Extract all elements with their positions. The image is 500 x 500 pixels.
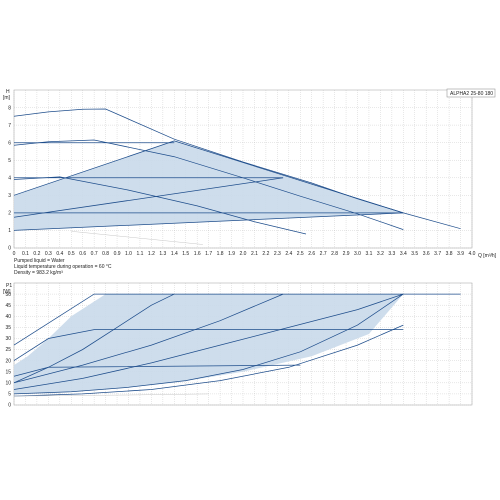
- power-y-tick-label: 50: [5, 292, 11, 298]
- pumped-liquid-text: Pumped liquid = Water: [14, 258, 65, 264]
- head-curve-3: [13, 176, 307, 235]
- head-x-tick-label: 3.4: [400, 251, 407, 257]
- head-x-tick-label: 1.1: [136, 251, 143, 257]
- head-x-tick-label: 0.1: [22, 251, 29, 257]
- head-x-tick-label: 0.3: [45, 251, 52, 257]
- head-x-tick-label: 2.9: [343, 251, 350, 257]
- head-x-tick-label: 0.7: [91, 251, 98, 257]
- head-x-tick-label: 0.2: [33, 251, 40, 257]
- head-y-tick-label: 5: [8, 158, 11, 164]
- head-y-tick-label: 0: [8, 246, 11, 252]
- head-x-tick-label: 3.2: [377, 251, 384, 257]
- model-label: ALPHA2 25-80 180: [450, 91, 493, 97]
- head-shaded-area: [14, 140, 404, 231]
- power-y-tick-label: 30: [5, 336, 11, 342]
- head-x-tick-label: 3.5: [411, 251, 418, 257]
- power-axis-label: P1: [6, 283, 12, 289]
- power-y-tick-label: 25: [5, 347, 11, 353]
- flow-axis-label: Q [m³/h]: [478, 253, 497, 259]
- head-axis-unit: [m]: [3, 95, 11, 101]
- head-y-tick-label: 1: [8, 228, 11, 234]
- head-x-tick-label: 1.7: [205, 251, 212, 257]
- head-x-tick-label: 1.4: [171, 251, 178, 257]
- head-x-tick-label: 2.7: [320, 251, 327, 257]
- head-curve-2: [13, 139, 404, 230]
- head-y-tick-label: 8: [8, 105, 11, 111]
- power-curve-8: [13, 324, 404, 397]
- power-flow-chart: 0 5 10 15 20 25 30 35 40 45 50 P1 [W]: [3, 282, 473, 409]
- power-curve-9: [13, 393, 209, 397]
- head-x-tick-label: 1.5: [182, 251, 189, 257]
- head-x-tick-label: 2.8: [331, 251, 338, 257]
- model-box: ALPHA2 25-80 180: [446, 88, 496, 98]
- power-y-tick-label: 0: [8, 403, 11, 409]
- power-curve-1: [13, 293, 461, 346]
- density-text: Density = 983.2 kg/m³: [14, 270, 63, 276]
- power-y-tick-label: 5: [8, 392, 11, 398]
- power-curve-7: [13, 293, 404, 395]
- head-x-tick-label: 2.2: [262, 251, 269, 257]
- head-flow-chart: 0 1 2 3 4 5 6 7 8 0 0.1 0.2 0.3 0.4 0.5 0.6 0.7 0.8 0.9 1.0…: [3, 88, 497, 259]
- head-curve-9: [13, 212, 404, 231]
- head-y-tick-label: 3: [8, 193, 11, 199]
- head-x-tick-label: 3.9: [457, 251, 464, 257]
- power-y-tick-label: 40: [5, 314, 11, 320]
- head-x-tick-label: 2.3: [274, 251, 281, 257]
- head-x-tick-label: 3.8: [446, 251, 453, 257]
- power-curve-5: [13, 293, 284, 384]
- head-x-tick-label: 2.5: [297, 251, 304, 257]
- head-x-tick-label: 1.3: [159, 251, 166, 257]
- power-y-tick-label: 10: [5, 381, 11, 387]
- head-y-tick-label: 2: [8, 211, 11, 217]
- head-y-tick-label: 4: [8, 175, 11, 181]
- power-y-tick-label: 20: [5, 358, 11, 364]
- power-curve-4: [13, 293, 175, 377]
- head-x-tick-label: 1.9: [228, 251, 235, 257]
- head-x-tick-label: 0.5: [68, 251, 75, 257]
- head-curve-7: [13, 140, 175, 196]
- head-x-tick-label: 1.0: [125, 251, 132, 257]
- head-y-tick-label: 7: [8, 123, 11, 129]
- head-x-tick-label: 1.6: [194, 251, 201, 257]
- head-x-tick-label: 3.6: [423, 251, 430, 257]
- head-x-tick-label: 2.1: [251, 251, 258, 257]
- power-shaded-area: [14, 294, 404, 394]
- head-curve-11: [71, 231, 203, 245]
- head-x-tick-label: 0.6: [79, 251, 86, 257]
- head-x-tick-label: 3.1: [365, 251, 372, 257]
- head-x-tick-label: 0: [13, 251, 16, 257]
- power-y-tick-label: 35: [5, 325, 11, 331]
- power-curve-6: [13, 293, 404, 390]
- head-x-tick-label: 0.4: [56, 251, 63, 257]
- head-x-tick-label: 0.9: [114, 251, 121, 257]
- head-x-tick-label: 2.4: [285, 251, 292, 257]
- head-curve-8: [13, 177, 284, 218]
- head-x-tick-label: 4.0: [469, 251, 476, 257]
- head-x-tick-label: 1.2: [148, 251, 155, 257]
- head-x-tick-label: 3.3: [388, 251, 395, 257]
- power-axis-unit: [W]: [3, 289, 11, 295]
- power-y-tick-label: 15: [5, 369, 11, 375]
- head-x-tick-label: 2.6: [308, 251, 315, 257]
- head-x-tick-label: 2.0: [240, 251, 247, 257]
- operating-info: Pumped liquid = Water Liquid temperature…: [14, 258, 111, 276]
- head-y-tick-label: 6: [8, 140, 11, 146]
- power-y-tick-label: 45: [5, 303, 11, 309]
- head-x-tick-label: 3.7: [434, 251, 441, 257]
- head-x-tick-label: 1.8: [217, 251, 224, 257]
- power-curve-2: [13, 329, 404, 361]
- head-axis-label: H: [6, 89, 10, 95]
- head-x-tick-label: 0.8: [102, 251, 109, 257]
- head-x-tick-label: 3.0: [354, 251, 361, 257]
- liquid-temperature-text: Liquid temperature during operation = 60…: [14, 264, 112, 270]
- head-curve-10: [174, 140, 404, 214]
